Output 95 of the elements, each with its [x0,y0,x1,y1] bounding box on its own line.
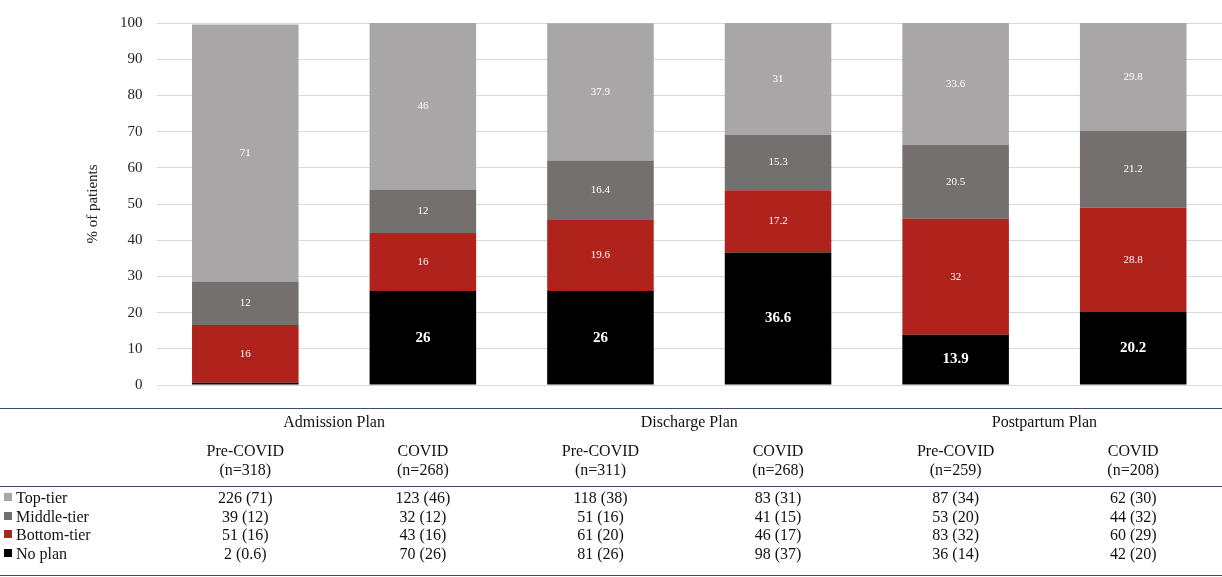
text: 123 (46) [395,488,451,507]
bar [724,190,832,253]
text: 41 (15) [754,507,802,526]
bar [547,290,654,385]
bar [1079,23,1187,131]
text: 2 (0.6) [223,544,267,563]
text: 51 (16) [577,507,624,526]
y-tick-label: 10 [127,339,143,356]
legend-label: Top-tier [16,488,68,507]
data-label: 36.6 [764,309,792,326]
bar [369,232,477,291]
text: 51 (16) [221,526,269,544]
y-tick-label: 30 [127,267,143,284]
data-label: 31 [772,71,784,84]
text: 81 (26) [577,544,624,563]
legend-label: Bottom-tier [16,525,91,544]
x-tick-label: Pre-COVID (n=259) [916,441,995,479]
x-tick-label: COVID (n=208) [1107,441,1160,479]
y-tick-label: 70 [127,122,143,139]
bar [1079,130,1187,208]
data-label: 21.2 [1123,162,1143,175]
y-tick-label: 40 [127,231,143,248]
text: Discharge Plan [640,412,738,431]
y-tick-label: 60 [127,158,143,175]
bar [192,24,299,282]
data-label: 17.2 [768,214,788,227]
text: 44 (32) [1109,507,1157,526]
data-label: 12 [417,204,429,217]
text: 61 (20) [577,526,624,544]
text: 39 (12) [221,507,269,526]
y-axis-title: % of patients [83,164,100,244]
text: 46 (17) [754,526,802,544]
bar [1079,207,1187,312]
y-tick-label: 0 [135,375,143,392]
bar [724,134,832,191]
bar [547,219,654,291]
text: 83 (31) [754,488,802,507]
bar [724,252,832,385]
x-tick-label: Pre-COVID (n=318) [206,441,284,479]
data-label: 29.8 [1123,69,1144,82]
text: Postpartum Plan [991,412,1098,431]
text: 42 (20) [1109,544,1157,563]
data-label: 12 [239,296,251,309]
text: 87 (34) [932,488,979,507]
y-tick-label: 100 [120,13,143,30]
y-tick-label: 50 [127,194,143,211]
data-label: 20.2 [1120,339,1147,356]
x-tick-label: Pre-COVID (n=311) [561,441,640,479]
data-label: 46 [417,99,429,112]
bar [369,290,477,385]
text: Admission Plan [283,412,385,431]
bar [369,23,477,190]
x-tick-label: COVID (n=268) [397,441,449,479]
data-label: 71 [239,145,251,158]
bar [547,23,654,161]
text: 62 (30) [1109,488,1157,507]
x-tick-label: COVID (n=268) [752,441,804,479]
data-label: 20.5 [946,174,966,187]
data-label: 19.6 [590,248,611,261]
text: 70 (26) [399,544,447,563]
data-label: 16.4 [590,183,611,196]
data-label: 37.9 [590,84,611,97]
data-label: 26 [592,328,609,345]
bar [902,218,1009,335]
text: 36 (14) [932,544,979,563]
text: 60 (29) [1109,526,1157,544]
text: 83 (32) [932,526,979,544]
legend-label: No plan [16,543,68,563]
text: 98 (37) [754,544,802,563]
data-label: 33.6 [946,76,966,89]
bar [192,324,299,383]
y-tick-label: 20 [127,303,143,320]
data-label: 28.8 [1123,252,1144,265]
bar [369,189,477,233]
bar [1079,311,1187,385]
data-label: 16 [417,254,429,267]
text: 32 (12) [399,507,447,526]
legend-label: Middle-tier [16,507,89,526]
y-tick-label: 90 [127,50,143,67]
data-label: 15.3 [768,155,789,168]
text: 53 (20) [932,507,979,526]
bar [547,160,654,220]
data-label: 26 [415,328,431,345]
data-label: 32 [950,269,962,282]
text: 43 (16) [399,526,447,544]
bar [902,334,1009,385]
bar [902,23,1009,145]
data-label: 16 [239,346,252,359]
text: 226 (71) [217,488,273,507]
text: 118 (38) [573,488,628,507]
bar [902,144,1009,219]
data-label: 13.9 [942,350,969,367]
y-tick-label: 80 [127,86,143,103]
bar [724,23,832,135]
bar [192,281,299,325]
